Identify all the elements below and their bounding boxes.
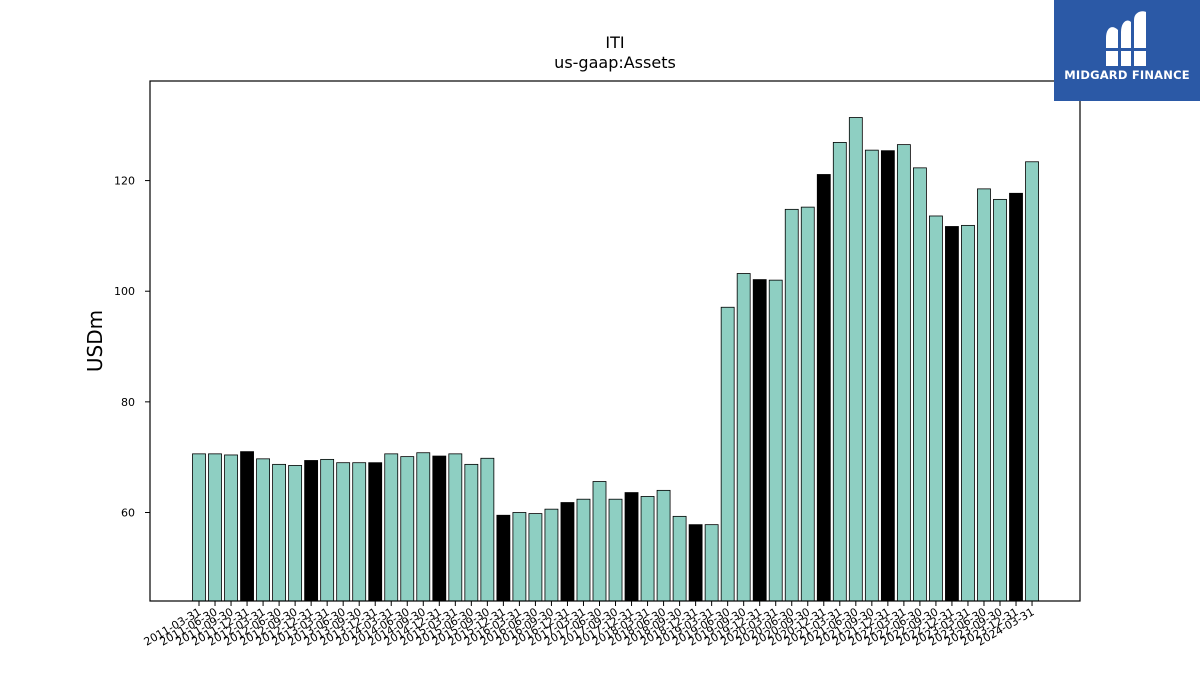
bar-2013-12-31 [368,462,383,602]
bar-2012-12-31 [304,460,319,602]
bar-2018-12-31 [688,524,703,602]
bar-2023-06-30 [977,188,991,602]
bar-2021-06-30 [848,117,863,602]
bar-2017-09-30 [608,498,623,602]
y-tick-label: 60 [121,506,135,519]
bar-2013-03-31 [320,458,335,602]
bar-2015-09-30 [480,457,495,602]
bar-2015-03-31 [448,453,463,602]
bar-2015-06-30 [464,463,479,602]
plot-frame [149,80,1081,602]
bar-2014-06-30 [400,456,415,602]
bar-2024-03-31 [1025,161,1039,602]
bar-2013-09-30 [352,462,367,602]
bar-2018-03-31 [640,496,655,602]
bar-2018-09-30 [672,515,687,602]
bar-2022-06-30 [913,167,927,602]
bar-2017-06-30 [592,481,607,602]
bar-2011-12-31 [240,451,254,602]
bar-2017-12-31 [624,492,639,602]
midgard-finance-logo: MIDGARD FINANCE [1054,0,1200,101]
bar-2011-03-31 [192,453,206,602]
bar-2022-12-31 [945,226,959,602]
bar-2014-12-31 [432,455,447,602]
bar-2021-03-31 [832,141,847,602]
bar-2011-09-30 [224,454,238,602]
bar-2012-03-31 [256,458,270,602]
bars-group [192,117,1039,602]
bar-2017-03-31 [576,498,591,602]
y-tick-label: 120 [114,175,135,188]
bar-2021-09-30 [864,149,879,602]
y-axis-label: USDm [83,310,107,372]
bar-2011-06-30 [208,453,222,602]
bar-2014-03-31 [384,453,399,602]
y-tick-label: 80 [121,396,135,409]
bar-2015-12-31 [496,514,511,602]
chart-title: ITI [605,33,624,52]
bar-2018-06-30 [656,489,671,602]
bar-2020-12-31 [816,174,831,602]
bar-2020-06-30 [784,208,799,602]
bar-2019-09-30 [736,273,751,602]
bar-2022-03-31 [896,144,911,602]
y-ticks-group: 60 80 100 120 [114,175,150,519]
bar-2023-09-30 [993,198,1007,602]
midgard-logo-icon [1102,11,1152,66]
logo-text: MIDGARD FINANCE [1064,68,1190,82]
bar-2019-12-31 [752,279,767,602]
bar-2019-06-30 [720,306,735,602]
bar-2013-06-30 [336,462,351,602]
bar-2020-03-31 [768,279,783,602]
bar-2012-09-30 [288,465,303,602]
bar-2022-09-30 [929,215,943,602]
chart-subtitle: us-gaap:Assets [554,53,676,72]
bar-2012-06-30 [272,463,287,602]
bar-2016-03-31 [512,512,527,602]
bar-2021-12-31 [880,150,895,602]
bar-2016-12-31 [560,502,575,602]
bar-2016-06-30 [528,513,543,602]
x-ticks-group: 2011-03-312011-06-302011-09-302011-12-31… [142,601,1037,649]
bar-2020-09-30 [800,206,815,602]
bar-2023-12-31 [1009,192,1023,602]
bar-2023-03-31 [961,224,975,602]
bar-2014-09-30 [416,452,431,602]
bar-2016-09-30 [544,508,559,602]
bar-2019-03-31 [704,524,719,602]
y-tick-label: 100 [114,285,135,298]
